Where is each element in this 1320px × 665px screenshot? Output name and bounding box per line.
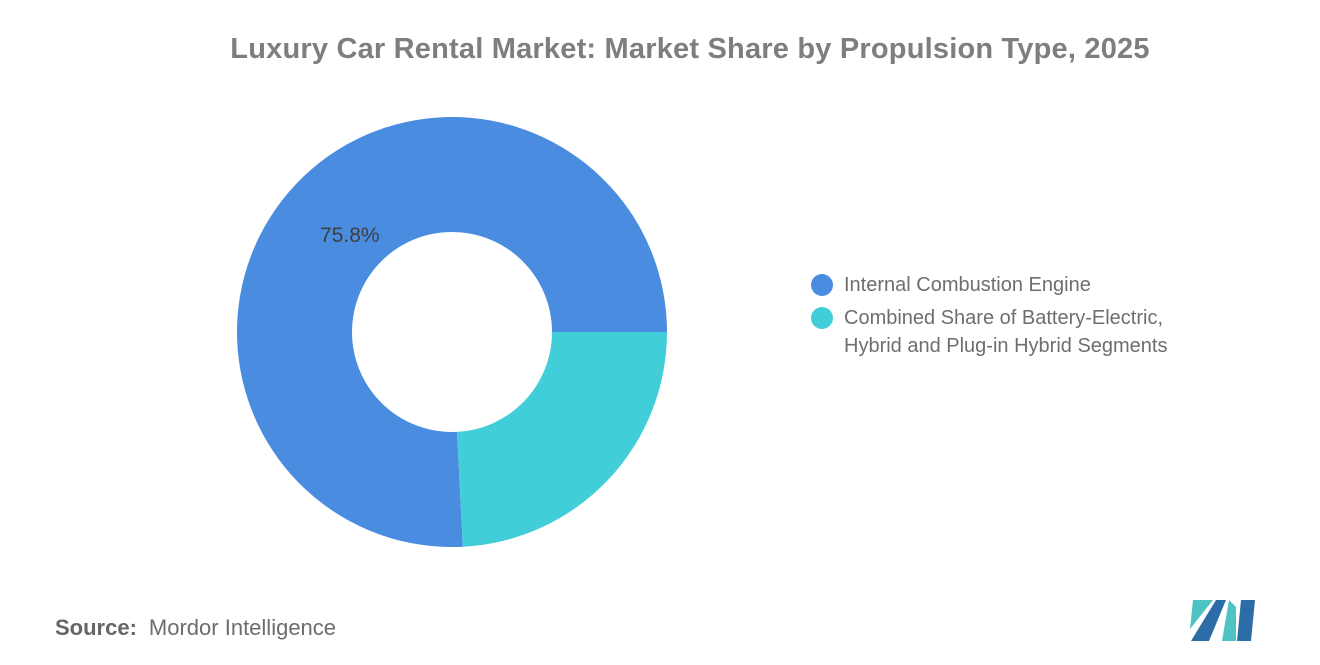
- logo-left-blue-band: [1191, 600, 1226, 641]
- legend-item-internal-combustion: Internal Combustion Engine: [811, 271, 1168, 299]
- legend-swatch-icon: [811, 307, 833, 329]
- source-label: Source:: [55, 615, 137, 640]
- logo-mid-teal-triangle: [1222, 600, 1236, 641]
- chart-title: Luxury Car Rental Market: Market Share b…: [230, 33, 1150, 65]
- legend-label-line: Combined Share of Battery-Electric,: [844, 307, 1164, 329]
- legend-label-line: Internal Combustion Engine: [844, 274, 1091, 296]
- slice-data-label: 75.8%: [320, 224, 380, 247]
- logo-right-blue-bar: [1237, 600, 1255, 641]
- source-value: Mordor Intelligence: [148, 615, 337, 640]
- donut-segment-1: [457, 332, 667, 547]
- donut-segment-0: [237, 117, 667, 547]
- mordor-intelligence-logo: [1190, 600, 1255, 641]
- legend-label-line: Hybrid and Plug-in Hybrid Segments: [844, 335, 1168, 357]
- donut-chart: 75.8%: [237, 117, 667, 547]
- legend: Internal Combustion Engine Combined Shar…: [811, 271, 1168, 360]
- legend-item-electrified-segments: Combined Share of Battery-Electric, Hybr…: [811, 304, 1168, 360]
- logo-left-teal-wedge: [1190, 600, 1213, 629]
- legend-label: Internal Combustion Engine: [844, 271, 1091, 299]
- legend-label: Combined Share of Battery-Electric, Hybr…: [844, 304, 1168, 360]
- legend-swatch-icon: [811, 274, 833, 296]
- source-note: Source: Mordor Intelligence: [55, 613, 336, 643]
